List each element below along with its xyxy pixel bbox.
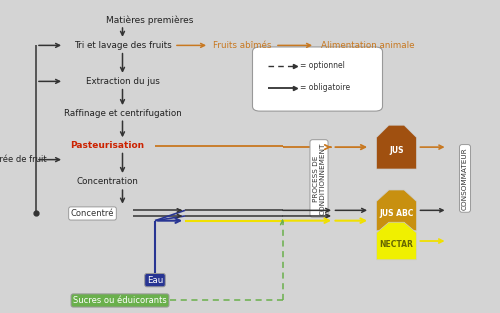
Text: Matières premières: Matières premières <box>106 16 194 25</box>
Text: JUS: JUS <box>389 146 404 155</box>
Text: = obligatoire: = obligatoire <box>300 83 350 92</box>
Text: Pasteurisation: Pasteurisation <box>70 141 144 150</box>
Polygon shape <box>376 125 416 169</box>
Text: Extraction du jus: Extraction du jus <box>86 77 160 86</box>
Text: Purée de fruit: Purée de fruit <box>0 155 46 164</box>
Text: Concentration: Concentration <box>76 177 138 186</box>
Text: PROCESS DE
CONDITIONNEMENT: PROCESS DE CONDITIONNEMENT <box>312 142 326 215</box>
Text: Alimentation animale: Alimentation animale <box>321 41 414 50</box>
Text: = optionnel: = optionnel <box>300 61 345 70</box>
Text: Raffinage et centrifugation: Raffinage et centrifugation <box>64 109 182 118</box>
Text: Sucres ou éduicorants: Sucres ou éduicorants <box>73 296 167 305</box>
Text: JUS ABC: JUS ABC <box>380 209 414 218</box>
Polygon shape <box>376 190 416 231</box>
Text: Tri et lavage des fruits: Tri et lavage des fruits <box>74 41 172 50</box>
Text: CONSOMMATEUR: CONSOMMATEUR <box>462 147 468 210</box>
FancyBboxPatch shape <box>252 47 382 111</box>
Text: NECTAR: NECTAR <box>380 240 414 249</box>
Polygon shape <box>376 222 416 260</box>
Text: Eau: Eau <box>147 276 163 285</box>
Text: Concentré: Concentré <box>71 209 114 218</box>
Text: Fruits abîmés: Fruits abîmés <box>213 41 272 50</box>
